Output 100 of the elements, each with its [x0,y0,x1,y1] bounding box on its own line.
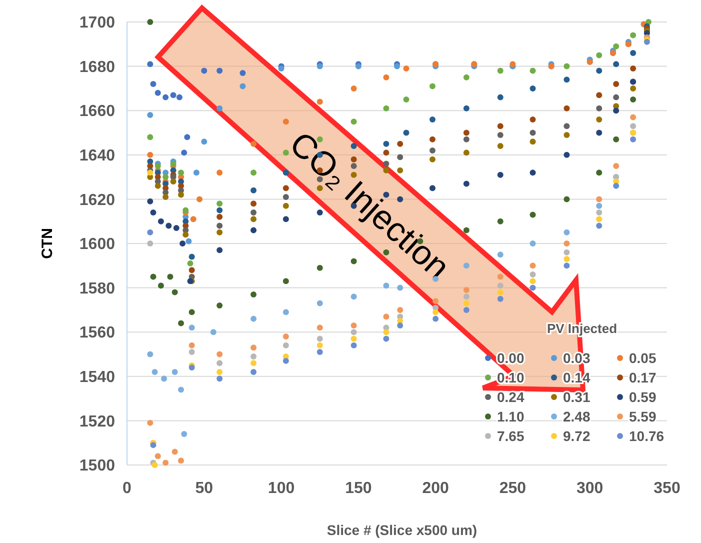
point [172,448,178,455]
point [463,262,470,269]
point [350,118,357,125]
point [397,140,404,147]
point [250,360,257,366]
point [383,167,390,174]
point [250,170,257,176]
point [282,170,289,176]
point [596,209,602,216]
point [282,309,289,316]
point [564,105,570,112]
point [350,294,357,300]
point [596,130,602,136]
point [630,136,636,142]
point [172,368,178,375]
point [316,336,323,342]
point [193,170,200,176]
point [564,63,570,70]
point [216,302,223,309]
point [564,249,570,256]
y-tick-label: 1500 [79,458,116,475]
point [383,140,390,147]
y-tick-label: 1580 [79,280,116,298]
point [250,291,257,298]
point [383,160,390,167]
point [383,74,390,80]
point [497,289,504,296]
point [350,85,357,92]
point [530,138,536,145]
point [383,282,390,289]
point [178,458,184,464]
point [564,152,570,158]
point [630,66,636,72]
x-axis-title: Slice # (Slice x500 um) [326,522,478,538]
point [530,116,536,122]
point [564,262,570,269]
point [630,114,636,120]
point [250,368,257,375]
point [181,150,188,156]
point [564,76,570,83]
point [432,298,439,304]
point [630,50,636,56]
point [210,329,216,336]
point [497,143,504,150]
point [564,240,570,246]
point [190,216,196,222]
point [147,61,154,68]
point [429,147,436,154]
y-tick-label: 1560 [79,324,116,342]
point [282,342,289,348]
legend-label: 0.59 [629,388,656,405]
point [350,162,357,169]
point [216,376,223,382]
point [216,247,223,254]
point [162,94,169,100]
y-axis-title: CTN [39,228,56,259]
point [282,216,289,222]
point [188,254,195,260]
point [596,116,602,122]
point [497,172,504,178]
point [564,256,570,262]
x-tick-label: 100 [268,480,295,497]
point [250,227,257,234]
point [463,74,470,80]
point [383,105,390,112]
point [282,185,289,192]
point [530,240,536,246]
point [564,196,570,202]
point [596,196,602,202]
point [170,178,176,184]
y-tick-label: 1540 [79,369,116,386]
point [178,320,184,326]
point [497,123,504,130]
point [497,274,504,280]
legend-label: 0.00 [497,350,524,366]
point [497,252,504,258]
point [497,132,504,138]
point [158,282,164,289]
point [250,216,257,222]
point [613,108,620,114]
point [216,222,223,229]
point [613,94,620,100]
point [497,68,504,74]
point [463,150,470,156]
point [172,289,178,296]
point [350,156,357,162]
y-tick-label: 1600 [79,236,116,254]
point [188,267,195,274]
point [147,170,154,176]
point [162,194,169,200]
point [350,172,357,178]
point [397,167,404,174]
point [201,138,208,145]
point [403,130,410,136]
point [216,68,223,74]
point [316,300,323,306]
point [397,322,404,328]
point [497,218,504,224]
point [188,324,195,331]
point [184,134,190,140]
